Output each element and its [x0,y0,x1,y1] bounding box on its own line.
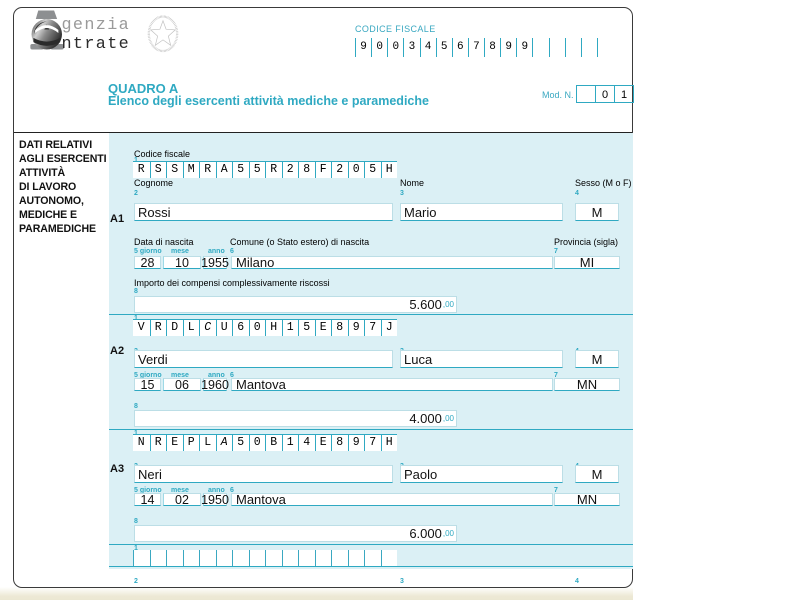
svg-text:genzia: genzia [62,16,131,35]
svg-text:ntrate: ntrate [62,35,131,52]
